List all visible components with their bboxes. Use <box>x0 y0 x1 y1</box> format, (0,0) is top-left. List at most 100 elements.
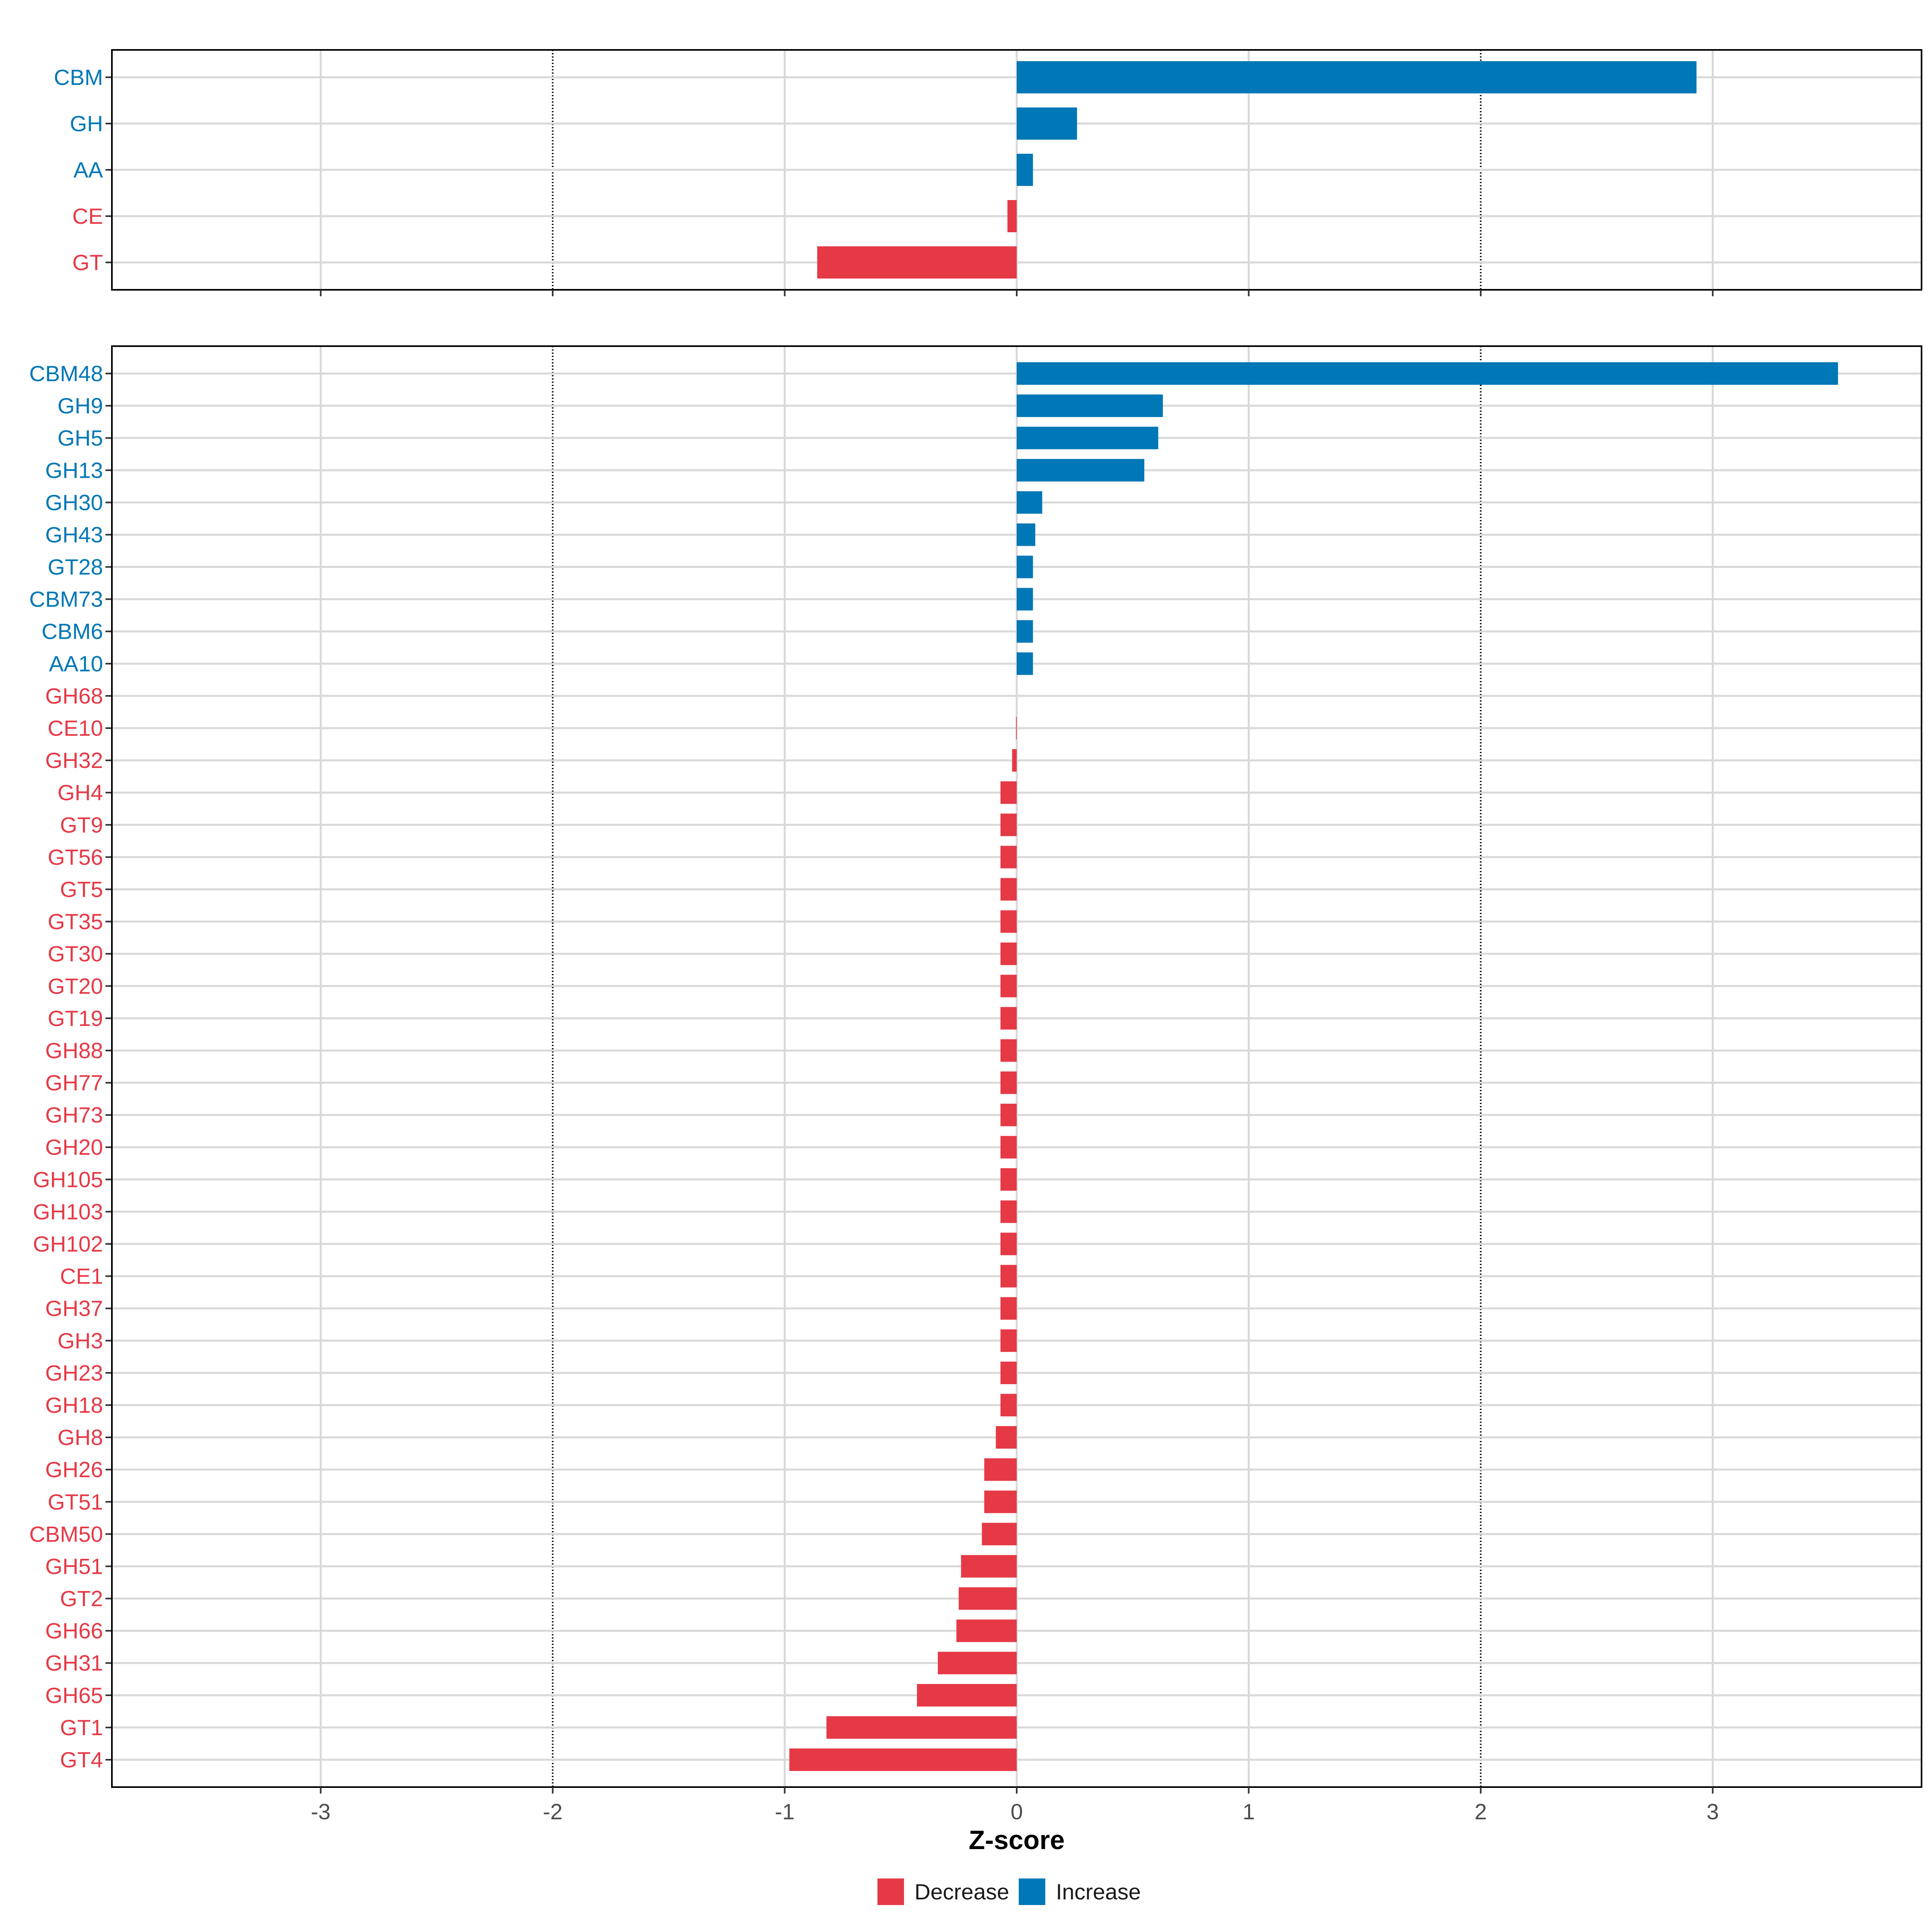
bar <box>1000 1361 1017 1384</box>
y-tick-label: GT4 <box>60 1747 103 1772</box>
bar <box>1017 107 1077 140</box>
bar <box>1017 491 1042 514</box>
y-tick-label: GH26 <box>45 1457 103 1482</box>
y-tick-label: GT20 <box>47 974 103 999</box>
y-tick-label: GH73 <box>45 1102 103 1127</box>
y-tick-label: GH3 <box>58 1328 103 1353</box>
y-tick-label: GH <box>70 111 103 136</box>
bar <box>1017 362 1838 385</box>
y-tick-label: GH43 <box>45 522 103 547</box>
bar <box>1000 910 1017 933</box>
bar <box>1000 942 1017 965</box>
y-tick-label: GT1 <box>60 1715 103 1740</box>
bar <box>1000 1232 1017 1255</box>
bar <box>1017 588 1033 611</box>
y-tick-label: GT9 <box>60 812 103 837</box>
y-tick-label: CE1 <box>60 1264 103 1289</box>
y-tick-label: GH65 <box>45 1683 103 1708</box>
y-tick-label: GH20 <box>45 1135 103 1160</box>
x-tick-label: 0 <box>1011 1799 1023 1824</box>
bar <box>1000 1297 1017 1320</box>
bar <box>984 1490 1017 1513</box>
y-tick-label: GT <box>72 250 103 275</box>
y-tick-label: GT51 <box>47 1489 103 1514</box>
y-tick-label: AA10 <box>49 651 103 676</box>
y-tick-label: GH105 <box>33 1167 103 1192</box>
bar <box>1017 61 1697 93</box>
bar <box>1000 1329 1017 1352</box>
bar <box>1007 200 1017 232</box>
x-axis: -3 -2 -1 0 1 2 3 <box>311 1799 1719 1824</box>
legend-swatch-decrease <box>877 1878 904 1905</box>
y-tick-label: CBM6 <box>41 619 103 644</box>
legend: Decrease Increase <box>877 1876 1150 1908</box>
bar <box>1000 1200 1017 1223</box>
bar <box>1016 717 1017 740</box>
y-tick-label: GH37 <box>45 1296 103 1321</box>
bar <box>1000 1071 1017 1094</box>
y-tick-label: GH8 <box>58 1425 103 1450</box>
bar <box>1000 1007 1017 1030</box>
y-tick-label: CE10 <box>47 716 103 741</box>
y-tick-label: CE <box>72 204 103 229</box>
y-tick-label: GH4 <box>58 780 103 805</box>
bar <box>1000 1104 1017 1127</box>
y-tick-label: GT19 <box>47 1006 103 1031</box>
bar <box>1000 1168 1017 1191</box>
y-tick-label: GH9 <box>58 393 103 418</box>
legend-item-increase: Increase <box>1019 1878 1141 1905</box>
y-tick-label: GH102 <box>33 1232 103 1257</box>
y-tick-label: AA <box>74 157 103 182</box>
y-tick-label: GT35 <box>47 909 103 934</box>
y-tick-label: CBM50 <box>29 1521 103 1546</box>
top-panel: CBM GH AA CE GT <box>54 49 1922 296</box>
y-tick-label: GH23 <box>45 1360 103 1385</box>
x-tick-label: 3 <box>1707 1799 1719 1824</box>
bar <box>817 246 1017 279</box>
bar <box>1000 1393 1017 1416</box>
bar <box>1017 394 1163 417</box>
y-tick-label: GH5 <box>58 425 103 450</box>
y-tick-label: GH51 <box>45 1554 103 1579</box>
y-tick-label: GT5 <box>60 877 103 902</box>
x-tick-label: -2 <box>543 1799 563 1824</box>
x-tick-label: 2 <box>1475 1799 1487 1824</box>
bar <box>984 1458 1017 1481</box>
bar <box>1017 620 1033 643</box>
x-tick-label: -1 <box>775 1799 795 1824</box>
bar <box>956 1619 1017 1642</box>
bar <box>1017 459 1145 482</box>
y-tick-label: CBM48 <box>29 361 103 386</box>
y-tick-label: CBM <box>54 65 103 90</box>
bar <box>1017 427 1158 450</box>
x-axis-title: Z-score <box>969 1825 1065 1855</box>
bar <box>1000 813 1017 836</box>
bar <box>826 1716 1017 1739</box>
legend-swatch-increase <box>1019 1878 1046 1905</box>
y-tick-label: GH88 <box>45 1038 103 1063</box>
bar <box>1000 878 1017 901</box>
bar <box>1017 523 1036 546</box>
bar <box>958 1587 1017 1610</box>
bar <box>1000 1039 1017 1062</box>
y-tick-label: GT30 <box>47 941 103 966</box>
bar <box>1017 652 1033 675</box>
y-tick-label: GH13 <box>45 458 103 483</box>
bar <box>996 1426 1017 1449</box>
y-tick-label: CBM73 <box>29 587 103 612</box>
bar <box>961 1555 1017 1578</box>
y-tick-label: GT2 <box>60 1586 103 1611</box>
legend-label-increase: Increase <box>1056 1879 1141 1904</box>
legend-item-decrease: Decrease <box>877 1878 1009 1905</box>
y-tick-label: GH18 <box>45 1393 103 1418</box>
y-tick-label: GH32 <box>45 748 103 773</box>
y-tick-label: GH31 <box>45 1651 103 1676</box>
y-tick-label: GH77 <box>45 1070 103 1095</box>
y-tick-label: GH68 <box>45 683 103 708</box>
x-tick-label: -3 <box>311 1799 330 1824</box>
y-tick-label: GT56 <box>47 844 103 869</box>
x-tick-label: 1 <box>1243 1799 1255 1824</box>
legend-label-decrease: Decrease <box>914 1879 1009 1904</box>
bar <box>789 1748 1017 1771</box>
